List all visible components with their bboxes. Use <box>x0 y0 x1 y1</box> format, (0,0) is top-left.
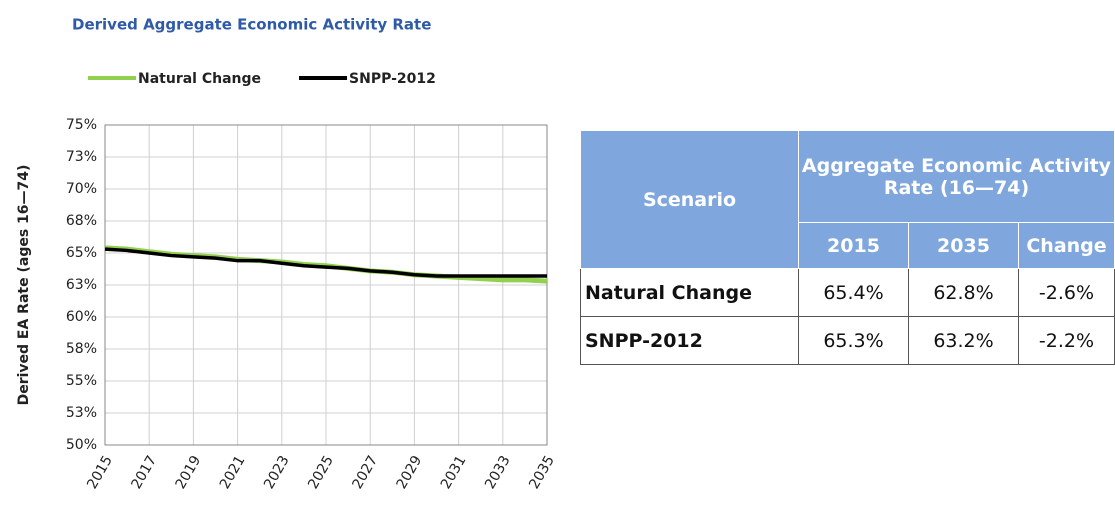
x-tick-label: 2035 <box>526 453 558 492</box>
x-tick-label: 2019 <box>173 453 205 492</box>
y-tick-label: 68% <box>66 213 97 229</box>
cell: 62.8% <box>908 268 1019 317</box>
y-tick-label: 63% <box>66 277 97 293</box>
series-line <box>104 247 547 278</box>
y-tick-label: 65% <box>66 245 97 261</box>
cell: SNPP-2012 <box>580 316 799 365</box>
cell: -2.2% <box>1018 316 1115 365</box>
y-tick-label: 53% <box>66 405 97 421</box>
header-cell: Scenario <box>580 130 799 269</box>
cell: 65.4% <box>798 268 909 317</box>
y-tick-label: 50% <box>66 437 97 453</box>
y-tick-label: 70% <box>66 181 97 197</box>
x-tick-label: 2029 <box>394 453 426 492</box>
x-tick-label: 2017 <box>128 453 160 492</box>
cell: -2.6% <box>1018 268 1115 317</box>
plot-frame <box>104 124 548 446</box>
summary-table: Scenario Aggregate Economic Activity Rate… <box>580 130 1115 365</box>
subheader-cell: 2015 <box>798 222 909 269</box>
y-tick-label: 55% <box>66 373 97 389</box>
x-tick-label: 2021 <box>217 453 249 492</box>
x-tick-label: 2023 <box>261 453 293 492</box>
x-tick-label: 2015 <box>84 453 116 492</box>
chart-title: Derived Aggregate Economic Activity Rate <box>72 16 431 34</box>
legend-label: SNPP-2012 <box>349 71 436 87</box>
header-cell: Aggregate Economic Activity Rate (16—74) <box>798 130 1115 223</box>
x-tick-label: 2027 <box>349 453 381 492</box>
y-tick-label: 75% <box>66 117 97 133</box>
cell: 65.3% <box>798 316 909 365</box>
y-tick-label: 60% <box>66 309 97 325</box>
subheader-cell: Change <box>1018 222 1115 269</box>
cell: 63.2% <box>908 316 1019 365</box>
cell: Natural Change <box>580 268 799 317</box>
y-tick-label: 73% <box>66 149 97 165</box>
x-tick-label: 2033 <box>482 453 514 492</box>
y-axis-label: Derived EA Rate (ages 16—74) <box>16 165 32 406</box>
subheader-cell: 2035 <box>908 222 1019 269</box>
y-tick-label: 58% <box>66 341 97 357</box>
legend-label: Natural Change <box>138 71 261 87</box>
chart: Derived Aggregate Economic Activity Rate… <box>16 16 558 492</box>
x-tick-label: 2031 <box>438 453 470 492</box>
x-tick-label: 2025 <box>305 453 337 492</box>
